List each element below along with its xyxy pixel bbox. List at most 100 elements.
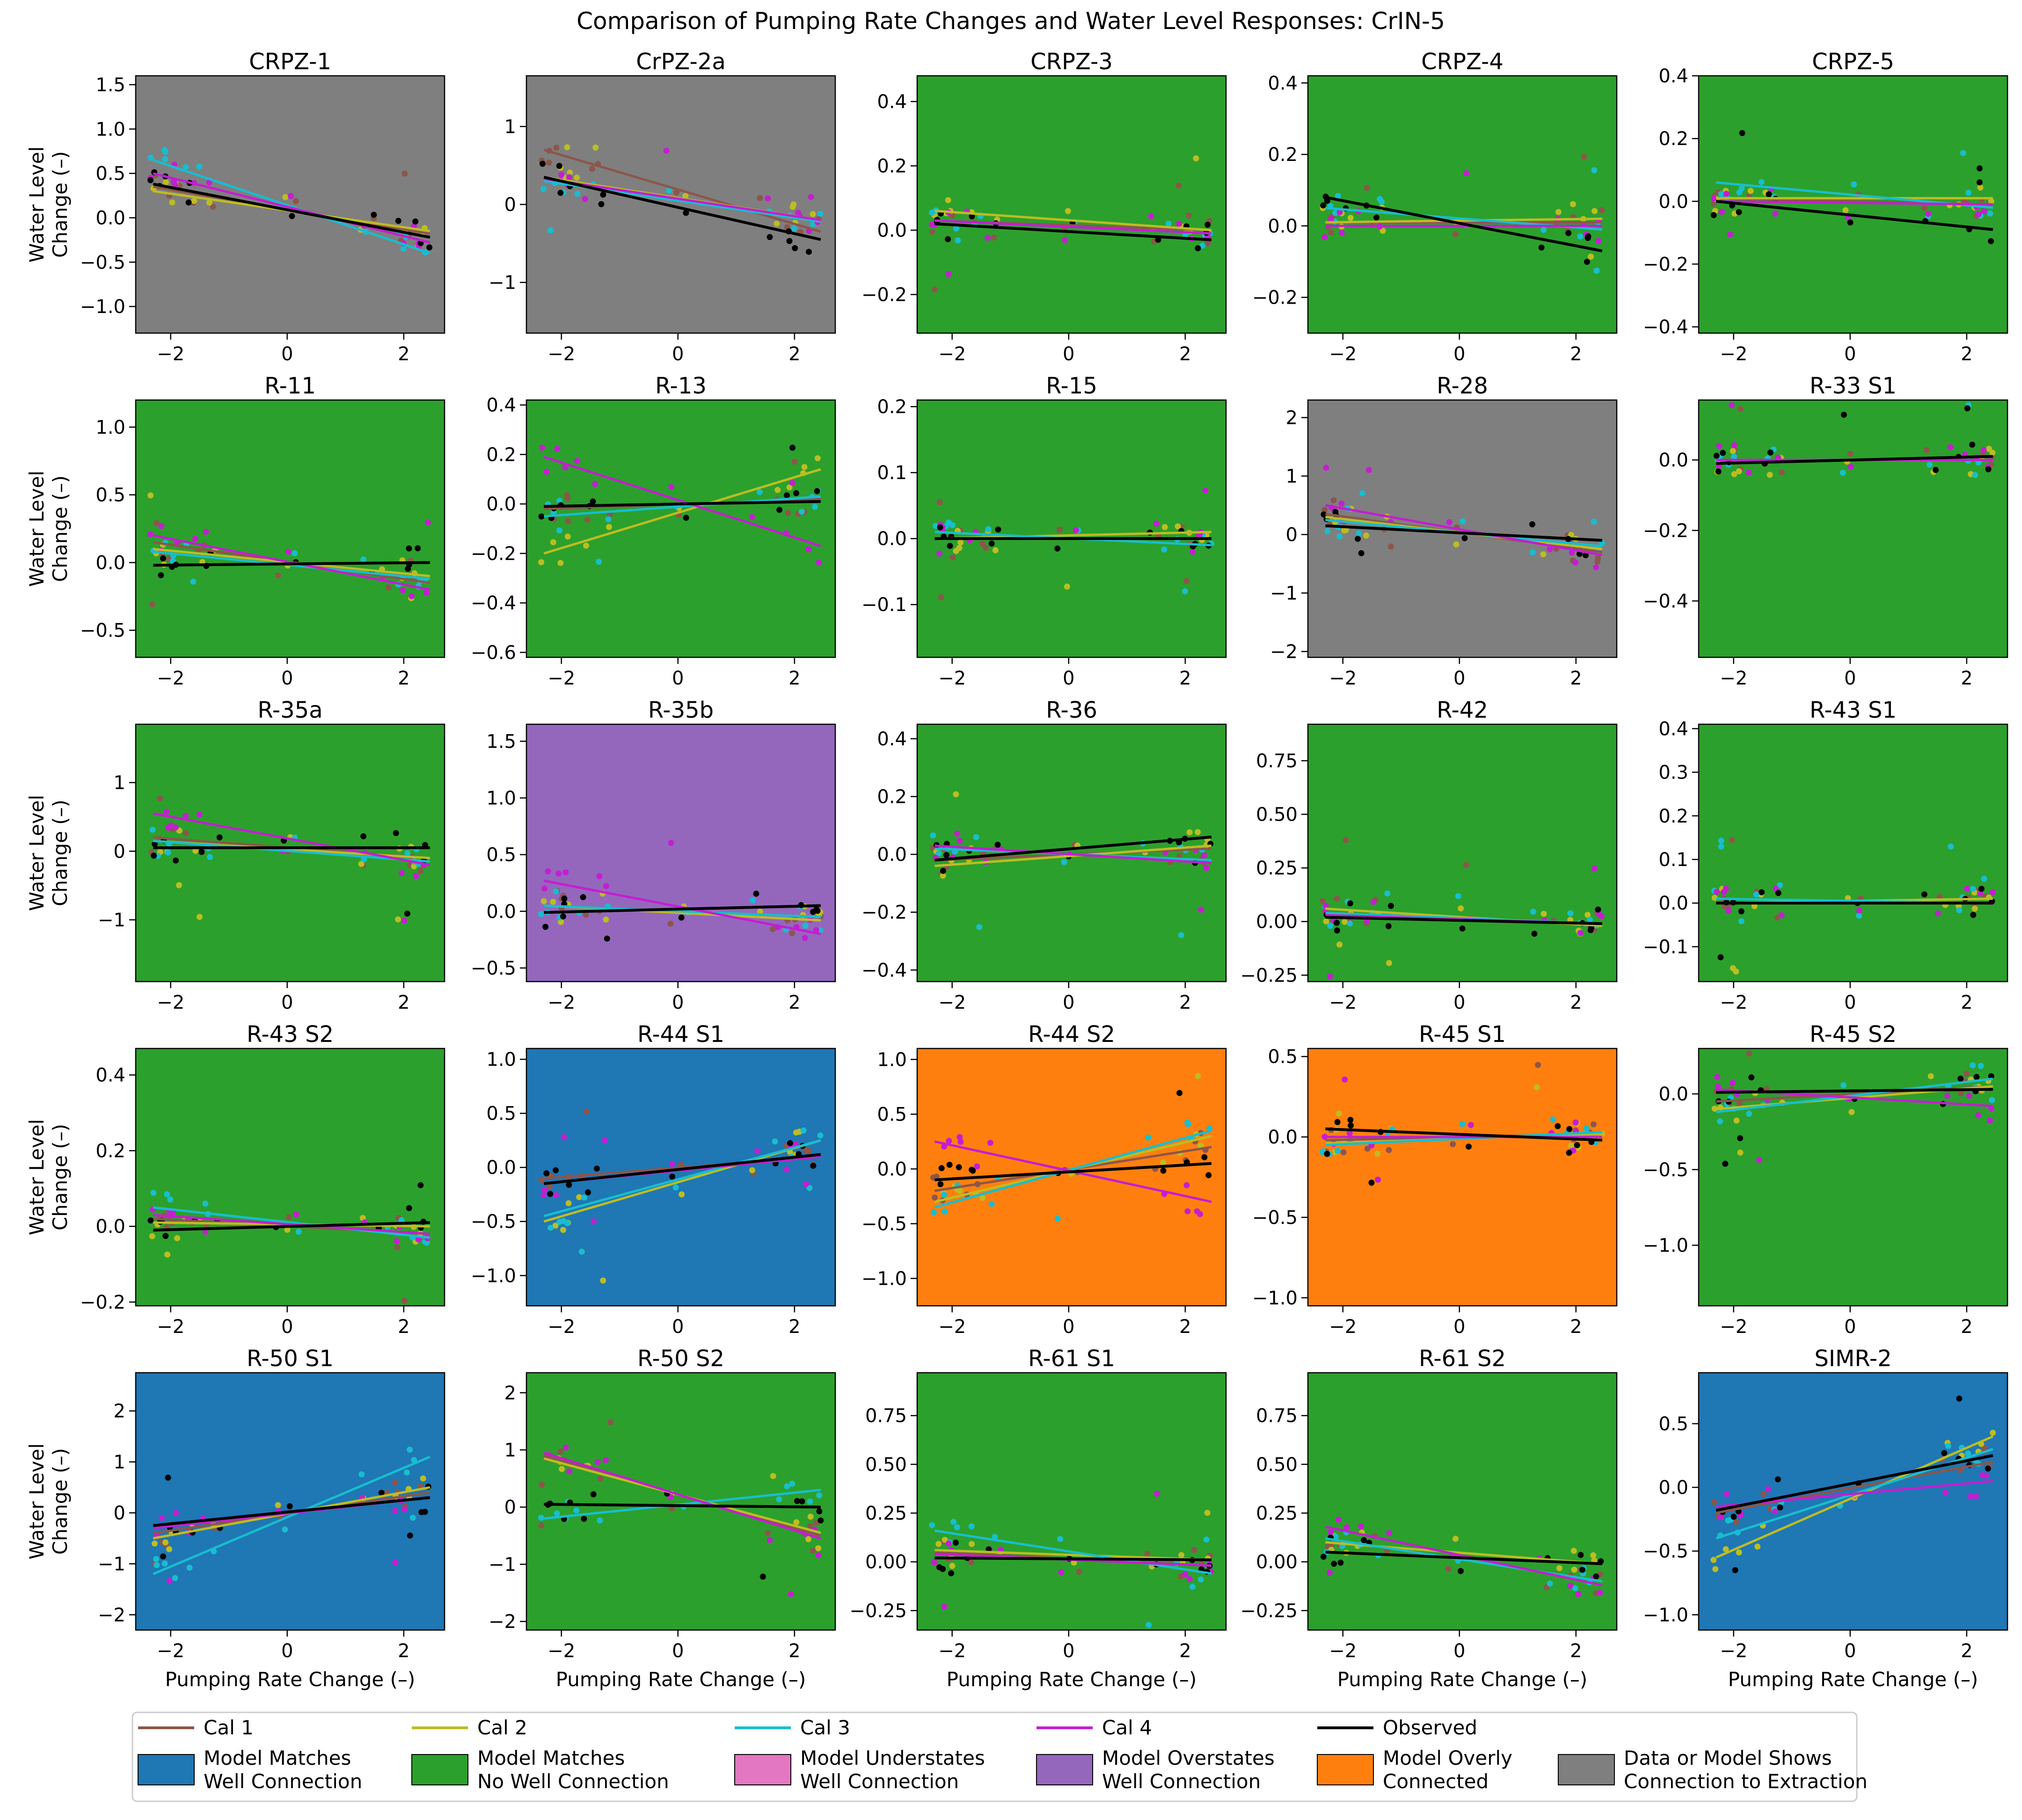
data-point [1972,472,1978,478]
data-point [1556,1565,1562,1572]
data-point [167,1196,174,1203]
data-point [683,210,689,216]
data-point [1057,1536,1064,1542]
data-point [765,195,771,202]
data-point [1710,200,1717,207]
x-tick-label: −2 [1720,343,1747,365]
data-point [1324,528,1331,534]
y-tick-label: 1.0 [486,787,516,809]
panel-frame [1698,1372,2008,1631]
data-point [1736,1100,1743,1107]
trend-line-cal-2 [1325,218,1602,224]
data-point [1583,552,1589,559]
data-point [1988,198,1994,204]
data-point [1591,208,1598,214]
data-point [394,1244,401,1251]
trend-line-cal-4 [153,1214,431,1235]
data-point [559,1466,565,1472]
data-point [541,885,547,892]
data-point [1599,207,1605,213]
x-tick-label: 0 [1844,1316,1856,1338]
y-tick-label: 0.50 [1256,804,1298,826]
data-point [1713,452,1720,459]
data-point [547,227,554,233]
data-point [186,1565,193,1571]
panel-title: R-44 S1 [637,1021,724,1048]
x-tick-label: −2 [1329,343,1357,365]
data-point [1965,1450,1971,1457]
data-point [1342,1076,1348,1083]
data-point [1323,918,1329,925]
x-tick-label: 2 [788,1640,800,1662]
x-tick-label: 2 [1179,343,1191,365]
data-point [1856,912,1862,919]
data-point [1334,927,1340,934]
panel-background [1699,724,2007,982]
y-tick-label: −1 [489,272,516,294]
panel-frame [916,399,1227,658]
data-point [932,286,938,293]
data-point [565,1200,572,1207]
data-point [540,1192,547,1198]
trend-line-observed [934,1556,1212,1561]
data-point [1960,150,1966,156]
data-point [1934,910,1941,917]
data-point [1759,889,1765,895]
data-point [1358,550,1365,556]
data-point [794,1498,800,1504]
data-point [1584,911,1591,918]
data-point [160,1553,166,1560]
x-tick-label: 0 [1844,343,1856,365]
data-point [1733,968,1739,975]
data-point [802,922,809,929]
trend-line-observed [1715,1454,1993,1512]
panel-background [526,1373,835,1630]
data-point [558,919,564,925]
trend-line-cal-4 [1325,504,1603,556]
y-tick-label: 0.2 [1268,144,1298,166]
data-point [940,873,946,879]
panel-frame [135,1048,445,1307]
data-point [816,1492,823,1499]
data-point [789,204,796,210]
data-point [1320,202,1327,209]
data-point [1588,254,1594,260]
y-tick-label: 0.0 [95,552,125,574]
data-point [679,1191,685,1198]
data-point [167,1578,173,1584]
data-point [598,201,605,207]
data-point [1848,1109,1855,1115]
data-point [1175,182,1182,189]
data-point [412,218,419,225]
data-point [1777,882,1783,888]
data-point [1343,1524,1350,1530]
data-point [1540,910,1547,917]
data-point [1970,1062,1976,1069]
data-point [789,444,796,451]
data-point [776,1496,782,1503]
data-point [1386,1147,1392,1153]
data-point [1731,471,1737,477]
data-point [401,170,408,177]
data-point [1738,908,1745,915]
data-point [583,1108,590,1114]
data-point [770,926,776,932]
data-point [158,523,165,529]
panel-r-42: R-42 −2 0 2 −0.25 0.00 0.25 0.50 0.75 [1240,697,1618,1013]
data-point [1591,1121,1597,1128]
data-point [1195,829,1201,835]
data-point [947,543,953,549]
trend-line-cal-4 [1325,1525,1603,1587]
data-point [556,527,562,534]
x-tick-label: −2 [547,992,575,1013]
y-tick-label: −0.2 [1252,287,1298,309]
data-point [1851,181,1857,188]
data-point [941,1192,947,1198]
data-point [929,1522,935,1529]
data-point [1347,900,1353,907]
data-point [165,1474,171,1481]
data-point [1184,1208,1191,1215]
panel-title: R-42 [1437,697,1488,723]
y-tick-label: 0.25 [1256,1503,1298,1524]
